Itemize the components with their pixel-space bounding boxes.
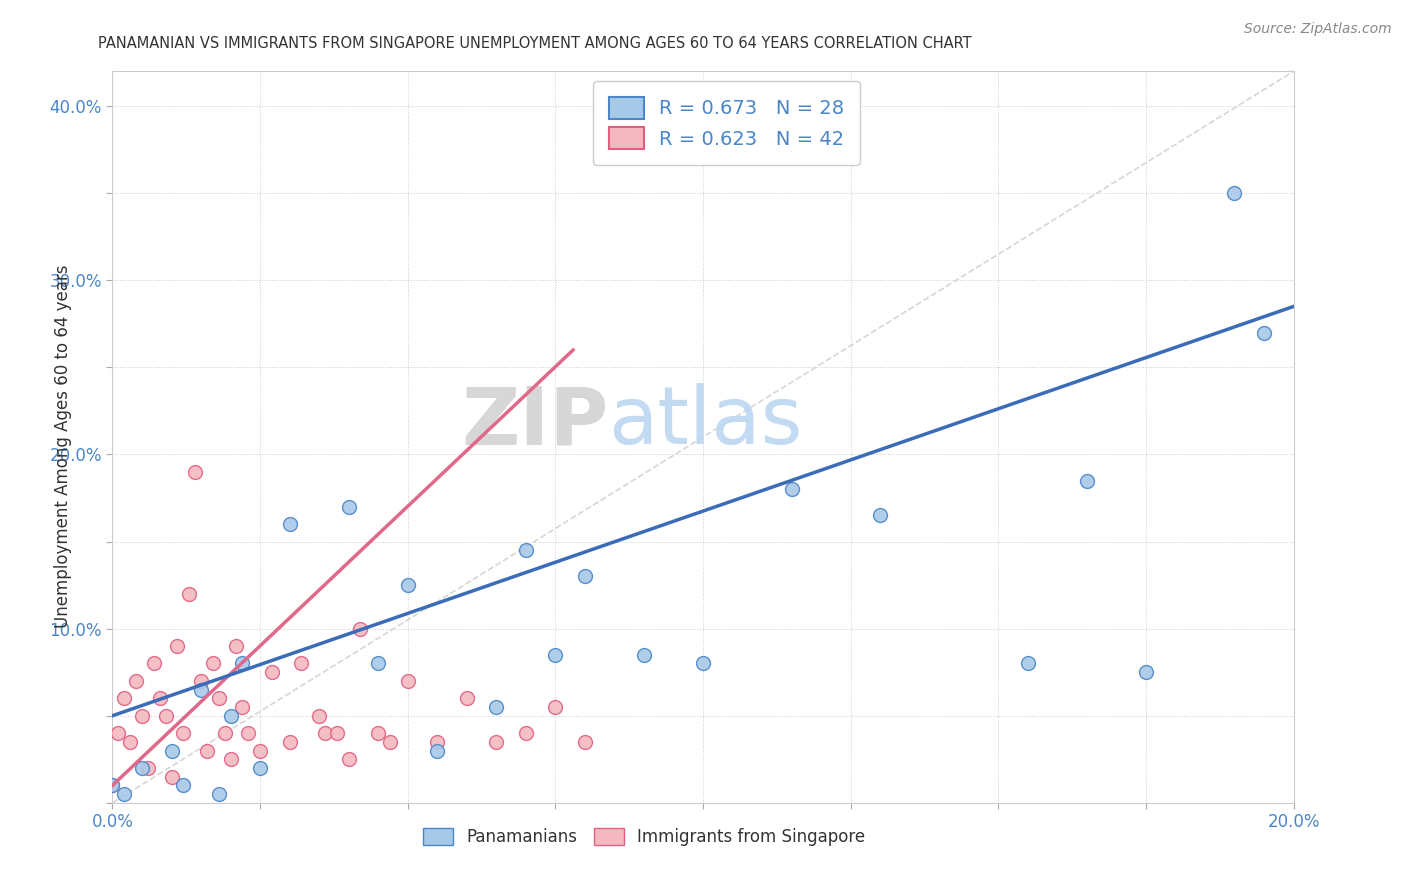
Point xyxy=(367,657,389,671)
Point xyxy=(314,726,336,740)
Point xyxy=(1135,665,1157,680)
Point xyxy=(208,691,231,706)
Point xyxy=(231,700,253,714)
Point xyxy=(396,578,419,592)
Point xyxy=(201,657,224,671)
Point xyxy=(869,508,891,523)
Point xyxy=(136,761,159,775)
Point xyxy=(456,691,478,706)
Point xyxy=(515,726,537,740)
Point xyxy=(219,752,242,766)
Legend: Panamanians, Immigrants from Singapore: Panamanians, Immigrants from Singapore xyxy=(416,822,872,853)
Point xyxy=(131,708,153,723)
Point xyxy=(349,622,371,636)
Point xyxy=(544,648,567,662)
Point xyxy=(260,665,283,680)
Point xyxy=(515,543,537,558)
Point xyxy=(426,735,449,749)
Point xyxy=(290,657,312,671)
Point xyxy=(155,708,177,723)
Point xyxy=(278,517,301,532)
Text: Source: ZipAtlas.com: Source: ZipAtlas.com xyxy=(1244,22,1392,37)
Point xyxy=(249,761,271,775)
Point xyxy=(142,657,165,671)
Text: PANAMANIAN VS IMMIGRANTS FROM SINGAPORE UNEMPLOYMENT AMONG AGES 60 TO 64 YEARS C: PANAMANIAN VS IMMIGRANTS FROM SINGAPORE … xyxy=(98,36,972,51)
Point xyxy=(172,726,194,740)
Point xyxy=(195,743,218,757)
Point xyxy=(231,657,253,671)
Point xyxy=(337,752,360,766)
Text: Unemployment Among Ages 60 to 64 years: Unemployment Among Ages 60 to 64 years xyxy=(55,264,72,628)
Point xyxy=(125,673,148,688)
Point xyxy=(107,726,129,740)
Point xyxy=(1017,657,1039,671)
Point xyxy=(574,569,596,583)
Point xyxy=(485,700,508,714)
Point xyxy=(633,648,655,662)
Point xyxy=(190,682,212,697)
Point xyxy=(166,639,188,653)
Point xyxy=(278,735,301,749)
Point xyxy=(326,726,349,740)
Point xyxy=(1223,186,1246,201)
Point xyxy=(574,735,596,749)
Point xyxy=(160,770,183,784)
Point xyxy=(179,587,201,601)
Point xyxy=(544,700,567,714)
Point xyxy=(225,639,247,653)
Point xyxy=(149,691,172,706)
Point xyxy=(208,787,231,801)
Point xyxy=(214,726,236,740)
Point xyxy=(160,743,183,757)
Point xyxy=(112,787,135,801)
Point xyxy=(238,726,260,740)
Text: ZIP: ZIP xyxy=(461,384,609,461)
Point xyxy=(101,778,124,792)
Point xyxy=(337,500,360,514)
Point xyxy=(190,673,212,688)
Point xyxy=(367,726,389,740)
Point xyxy=(120,735,142,749)
Point xyxy=(378,735,401,749)
Point xyxy=(172,778,194,792)
Point xyxy=(396,673,419,688)
Point xyxy=(1253,326,1275,340)
Point xyxy=(308,708,330,723)
Point xyxy=(131,761,153,775)
Point xyxy=(692,657,714,671)
Point xyxy=(780,483,803,497)
Point xyxy=(101,778,124,792)
Text: atlas: atlas xyxy=(609,384,803,461)
Point xyxy=(426,743,449,757)
Point xyxy=(219,708,242,723)
Point xyxy=(249,743,271,757)
Point xyxy=(485,735,508,749)
Point xyxy=(1076,474,1098,488)
Point xyxy=(112,691,135,706)
Point xyxy=(184,465,207,479)
